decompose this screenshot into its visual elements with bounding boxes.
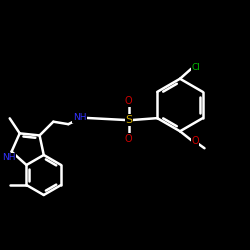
Text: O: O bbox=[125, 96, 132, 106]
Text: NH: NH bbox=[73, 114, 86, 122]
Text: O: O bbox=[191, 136, 199, 146]
Text: S: S bbox=[125, 115, 132, 125]
Text: O: O bbox=[125, 134, 132, 144]
Text: NH: NH bbox=[2, 153, 16, 162]
Text: Cl: Cl bbox=[191, 64, 200, 72]
